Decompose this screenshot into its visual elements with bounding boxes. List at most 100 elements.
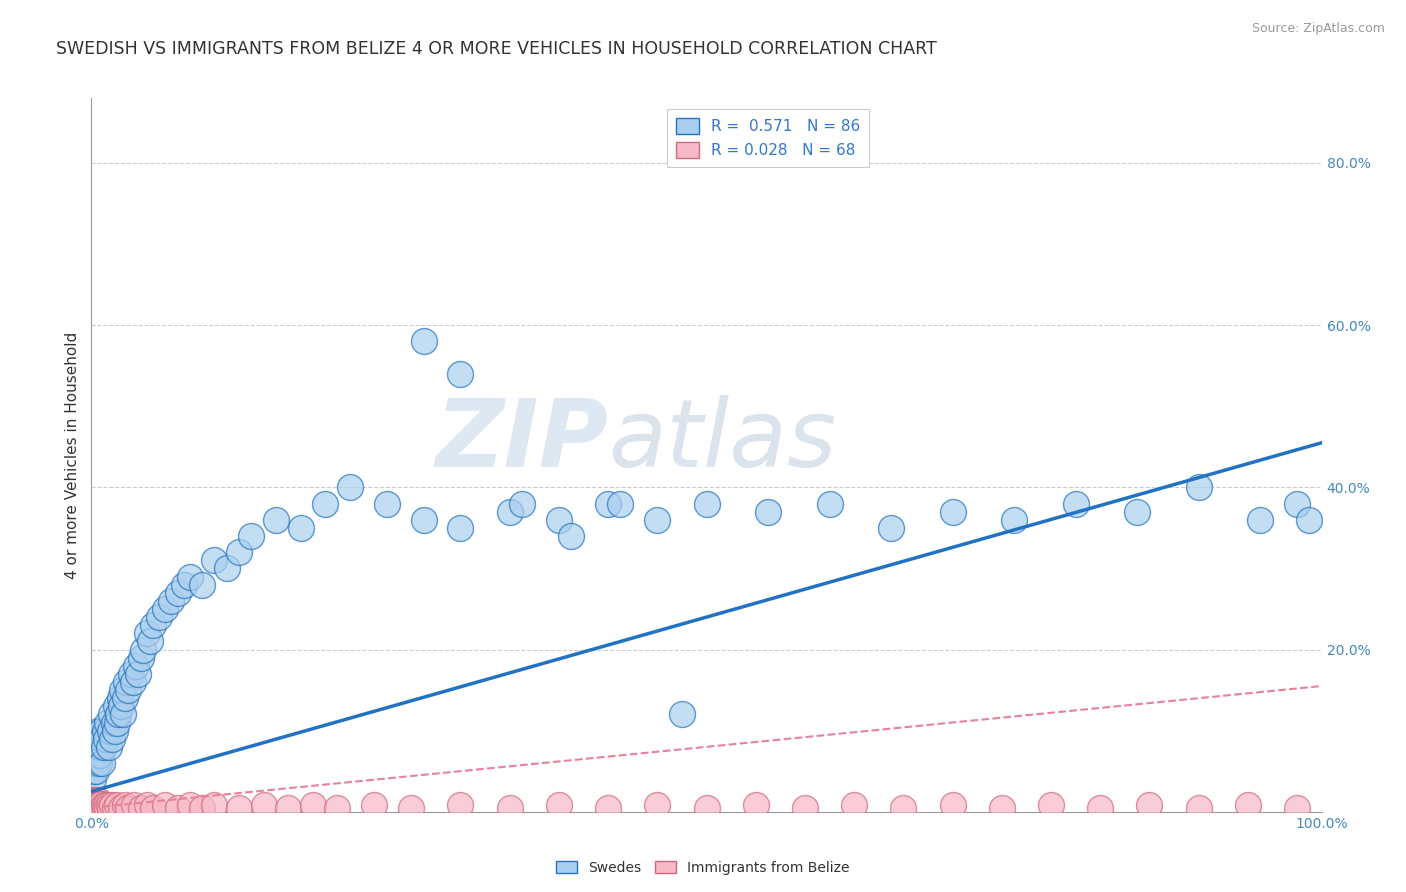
Point (990, 800, 1012, 814)
Point (82, 772, 104, 787)
Point (941, 505, 963, 519)
Point (560, 529, 582, 543)
Point (142, 618, 165, 632)
Point (1002, 513, 1025, 527)
Point (87, 756, 110, 770)
Point (202, 798, 225, 813)
Point (1298, 513, 1320, 527)
Point (84, 800, 107, 814)
Point (449, 798, 471, 813)
Point (105, 699, 127, 714)
Point (84, 739, 107, 754)
Point (135, 798, 157, 813)
Point (98, 723, 121, 738)
Point (277, 800, 299, 814)
Point (671, 707, 693, 722)
Legend: Swedes, Immigrants from Belize: Swedes, Immigrants from Belize (551, 855, 855, 880)
Point (547, 798, 569, 813)
Point (86, 792, 108, 806)
Point (96, 800, 118, 814)
Point (86, 747, 108, 762)
Point (114, 798, 136, 813)
Point (98, 800, 121, 814)
Point (1126, 505, 1149, 519)
Point (179, 569, 201, 583)
Point (301, 798, 323, 813)
Point (87, 739, 110, 754)
Point (91, 800, 114, 814)
Point (89, 747, 111, 762)
Point (94, 800, 117, 814)
Point (117, 800, 139, 814)
Point (100, 707, 122, 722)
Point (122, 675, 145, 690)
Point (82, 792, 104, 806)
Point (173, 577, 195, 591)
Point (142, 800, 165, 814)
Point (84, 792, 107, 806)
Point (891, 800, 914, 814)
Point (253, 798, 276, 813)
Point (153, 798, 177, 813)
Point (86, 764, 108, 779)
Point (89, 731, 111, 746)
Point (117, 683, 139, 698)
Point (87, 800, 110, 814)
Point (86, 800, 108, 814)
Point (108, 691, 131, 706)
Point (412, 513, 434, 527)
Point (110, 699, 132, 714)
Point (114, 691, 136, 706)
Point (449, 367, 471, 381)
Point (290, 521, 312, 535)
Point (1285, 497, 1308, 511)
Point (94, 723, 117, 738)
Point (135, 626, 157, 640)
Point (111, 683, 134, 698)
Point (547, 513, 569, 527)
Point (1285, 800, 1308, 814)
Point (596, 800, 619, 814)
Text: ZIP: ZIP (436, 394, 607, 487)
Point (96, 715, 118, 730)
Point (510, 497, 533, 511)
Point (264, 513, 287, 527)
Point (110, 800, 132, 814)
Point (1237, 798, 1260, 813)
Point (84, 756, 107, 770)
Point (412, 334, 434, 349)
Point (89, 797, 111, 811)
Point (124, 798, 146, 813)
Point (339, 480, 361, 494)
Point (191, 800, 214, 814)
Point (87, 797, 110, 811)
Point (645, 798, 669, 813)
Point (83, 747, 105, 762)
Point (449, 521, 471, 535)
Point (148, 610, 170, 624)
Point (191, 577, 214, 591)
Point (91, 731, 114, 746)
Point (498, 505, 520, 519)
Point (179, 798, 201, 813)
Point (101, 798, 124, 813)
Point (129, 650, 152, 665)
Point (82, 797, 104, 811)
Point (1139, 798, 1161, 813)
Point (153, 602, 177, 616)
Point (745, 798, 768, 813)
Point (166, 800, 188, 814)
Point (609, 497, 631, 511)
Point (83, 792, 105, 806)
Point (105, 798, 128, 813)
Point (1039, 798, 1063, 813)
Point (86, 731, 108, 746)
Legend: R =  0.571   N = 86, R = 0.028   N = 68: R = 0.571 N = 86, R = 0.028 N = 68 (666, 110, 869, 168)
Point (645, 513, 669, 527)
Point (228, 800, 250, 814)
Point (756, 505, 779, 519)
Point (93, 739, 115, 754)
Point (90, 797, 112, 811)
Point (139, 634, 162, 648)
Point (363, 798, 385, 813)
